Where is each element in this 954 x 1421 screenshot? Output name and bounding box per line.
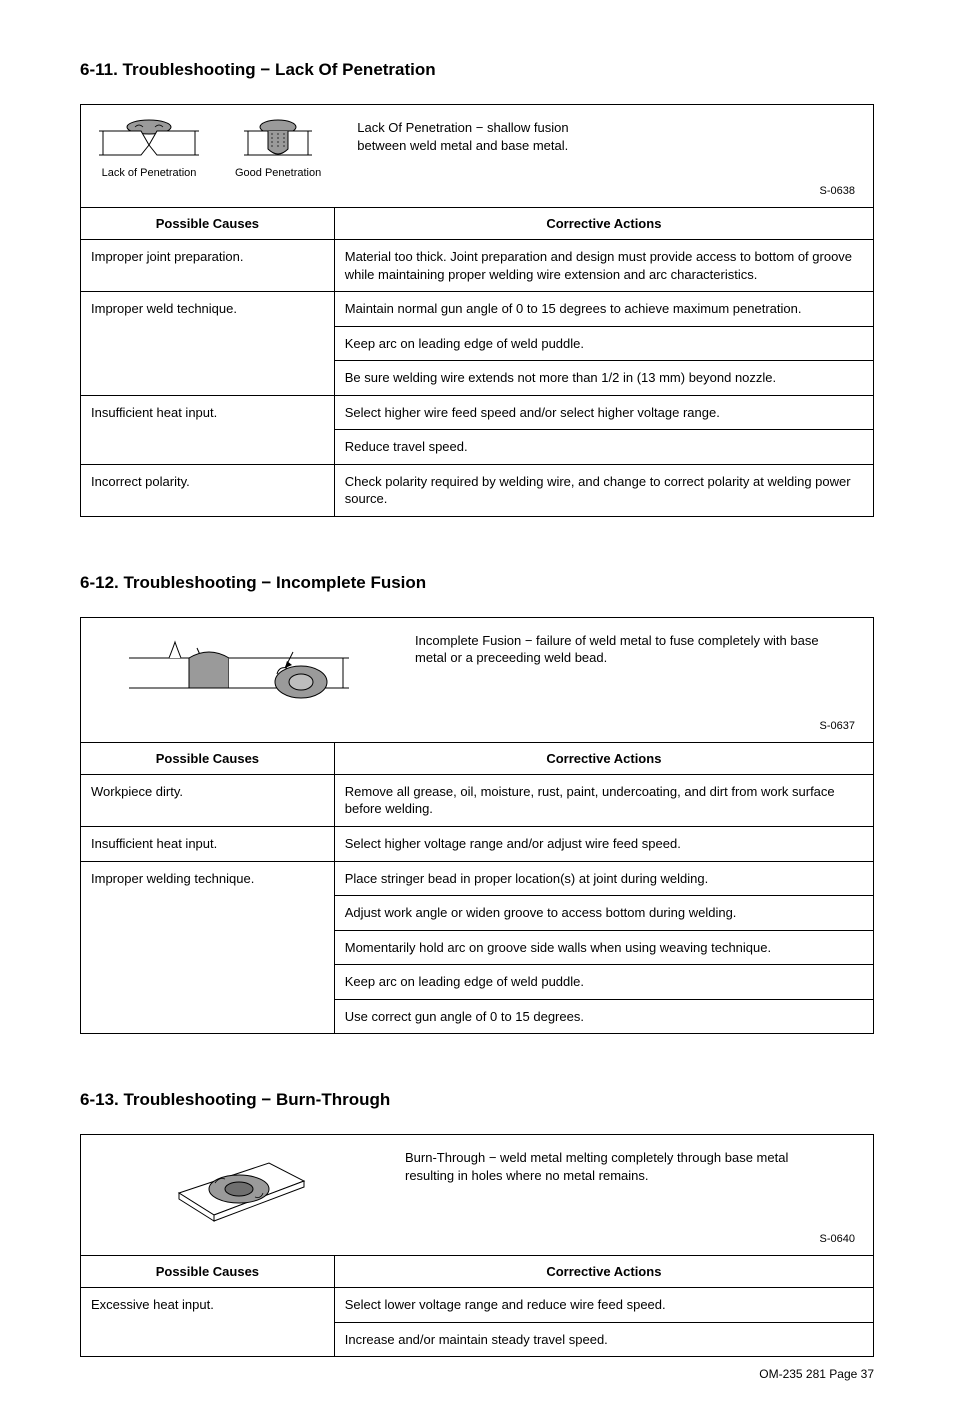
cause-cell: Insufficient heat input. (81, 395, 335, 464)
action-cell: Remove all grease, oil, moisture, rust, … (334, 774, 873, 826)
diagram-label-lack: Lack of Penetration (102, 167, 197, 179)
diagram-label-good: Good Penetration (235, 167, 321, 179)
troubleshoot-table: Possible Causes Corrective Actions Exces… (80, 1255, 874, 1357)
diagram-area: Lack of Penetration (99, 119, 321, 179)
ref-code: S-0637 (820, 720, 855, 732)
th-actions: Corrective Actions (334, 208, 873, 240)
page-footer: OM-235 281 Page 37 (80, 1367, 874, 1381)
action-cell: Increase and/or maintain steady travel s… (334, 1322, 873, 1357)
action-cell: Check polarity required by welding wire,… (334, 464, 873, 516)
action-cell: Adjust work angle or widen groove to acc… (334, 896, 873, 931)
troubleshoot-table: Possible Causes Corrective Actions Impro… (80, 207, 874, 517)
section-title: 6-11. Troubleshooting − Lack Of Penetrat… (80, 60, 874, 80)
troubleshoot-table: Possible Causes Corrective Actions Workp… (80, 742, 874, 1034)
cause-cell: Excessive heat input. (81, 1288, 335, 1357)
description: Burn-Through − weld metal melting comple… (405, 1149, 825, 1184)
action-cell: Be sure welding wire extends not more th… (334, 361, 873, 396)
lack-penetration-icon (99, 119, 199, 161)
description: Incomplete Fusion − failure of weld meta… (415, 632, 835, 667)
section-lack-of-penetration: 6-11. Troubleshooting − Lack Of Penetrat… (80, 60, 874, 517)
incomplete-fusion-icon (129, 638, 349, 708)
intro-box: Incomplete Fusion − failure of weld meta… (80, 617, 874, 742)
action-cell: Material too thick. Joint preparation an… (334, 240, 873, 292)
intro-box: Burn-Through − weld metal melting comple… (80, 1134, 874, 1255)
action-cell: Select lower voltage range and reduce wi… (334, 1288, 873, 1323)
cause-cell: Improper welding technique. (81, 861, 335, 1034)
th-causes: Possible Causes (81, 742, 335, 774)
th-causes: Possible Causes (81, 208, 335, 240)
section-title: 6-12. Troubleshooting − Incomplete Fusio… (80, 573, 874, 593)
cause-cell: Insufficient heat input. (81, 827, 335, 862)
section-incomplete-fusion: 6-12. Troubleshooting − Incomplete Fusio… (80, 573, 874, 1034)
section-burn-through: 6-13. Troubleshooting − Burn-Through Bur… (80, 1090, 874, 1357)
ref-code: S-0638 (820, 185, 855, 197)
action-cell: Place stringer bead in proper location(s… (334, 861, 873, 896)
section-title: 6-13. Troubleshooting − Burn-Through (80, 1090, 874, 1110)
action-cell: Use correct gun angle of 0 to 15 degrees… (334, 999, 873, 1034)
th-causes: Possible Causes (81, 1256, 335, 1288)
good-penetration-icon (244, 119, 312, 161)
action-cell: Maintain normal gun angle of 0 to 15 deg… (334, 292, 873, 327)
action-cell: Keep arc on leading edge of weld puddle. (334, 965, 873, 1000)
th-actions: Corrective Actions (334, 742, 873, 774)
burn-through-icon (159, 1153, 309, 1223)
diagram-area (99, 632, 379, 714)
cause-cell: Workpiece dirty. (81, 774, 335, 826)
diagram-area (99, 1149, 369, 1227)
cause-cell: Improper joint preparation. (81, 240, 335, 292)
action-cell: Reduce travel speed. (334, 430, 873, 465)
action-cell: Select higher voltage range and/or adjus… (334, 827, 873, 862)
th-actions: Corrective Actions (334, 1256, 873, 1288)
cause-cell: Improper weld technique. (81, 292, 335, 396)
action-cell: Momentarily hold arc on groove side wall… (334, 930, 873, 965)
ref-code: S-0640 (820, 1233, 855, 1245)
action-cell: Keep arc on leading edge of weld puddle. (334, 326, 873, 361)
action-cell: Select higher wire feed speed and/or sel… (334, 395, 873, 430)
intro-box: Lack of Penetration (80, 104, 874, 207)
cause-cell: Incorrect polarity. (81, 464, 335, 516)
description: Lack Of Penetration − shallow fusion bet… (357, 119, 617, 154)
